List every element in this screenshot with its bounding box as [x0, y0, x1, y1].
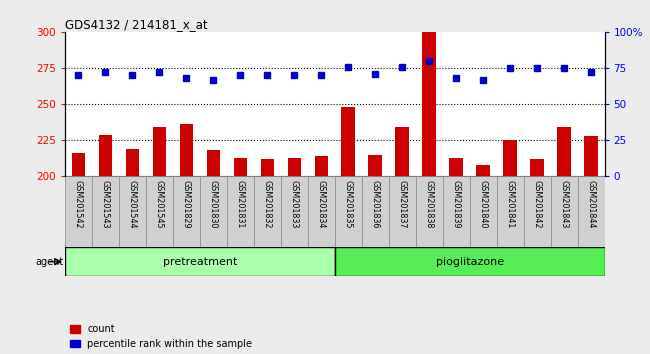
Bar: [584, 136, 598, 177]
Bar: [335, 247, 604, 276]
Text: GSM201543: GSM201543: [101, 180, 110, 229]
Bar: [65, 177, 92, 247]
Bar: [254, 177, 281, 247]
Bar: [125, 149, 139, 177]
Text: GDS4132 / 214181_x_at: GDS4132 / 214181_x_at: [65, 18, 207, 31]
Bar: [476, 165, 490, 177]
Bar: [281, 177, 308, 247]
Bar: [530, 159, 544, 177]
Bar: [119, 177, 146, 247]
Bar: [233, 158, 247, 177]
Bar: [308, 177, 335, 247]
Text: GSM201544: GSM201544: [128, 180, 137, 229]
Bar: [470, 177, 497, 247]
Bar: [361, 177, 389, 247]
Text: GSM201839: GSM201839: [452, 180, 461, 229]
Text: GSM201834: GSM201834: [317, 180, 326, 228]
Bar: [443, 177, 470, 247]
Text: GSM201831: GSM201831: [236, 180, 245, 228]
Text: agent: agent: [35, 257, 64, 267]
Bar: [92, 177, 119, 247]
Bar: [524, 177, 551, 247]
Bar: [577, 177, 605, 247]
Bar: [416, 177, 443, 247]
Text: GSM201843: GSM201843: [560, 180, 569, 228]
Bar: [146, 177, 173, 247]
Text: GSM201836: GSM201836: [370, 180, 380, 228]
Bar: [335, 177, 361, 247]
Text: GSM201844: GSM201844: [586, 180, 595, 228]
Text: GSM201838: GSM201838: [424, 180, 434, 228]
Text: GSM201829: GSM201829: [182, 180, 191, 229]
Bar: [503, 140, 517, 177]
Text: GSM201841: GSM201841: [506, 180, 515, 228]
Bar: [422, 32, 436, 177]
Bar: [153, 127, 166, 177]
Text: GSM201837: GSM201837: [398, 180, 407, 229]
Text: GSM201542: GSM201542: [74, 180, 83, 229]
Bar: [261, 159, 274, 177]
Bar: [72, 153, 85, 177]
Bar: [341, 107, 355, 177]
Text: pioglitazone: pioglitazone: [436, 257, 504, 267]
Bar: [557, 127, 571, 177]
Text: GSM201833: GSM201833: [290, 180, 299, 228]
Bar: [315, 156, 328, 177]
Bar: [497, 177, 524, 247]
Bar: [200, 177, 227, 247]
Legend: count, percentile rank within the sample: count, percentile rank within the sample: [70, 324, 252, 349]
Bar: [207, 150, 220, 177]
Bar: [227, 177, 254, 247]
Bar: [395, 127, 409, 177]
Text: GSM201545: GSM201545: [155, 180, 164, 229]
Bar: [65, 247, 335, 276]
Bar: [287, 158, 301, 177]
Text: GSM201832: GSM201832: [263, 180, 272, 229]
Bar: [99, 135, 112, 177]
Bar: [551, 177, 577, 247]
Text: GSM201835: GSM201835: [344, 180, 353, 229]
Bar: [449, 158, 463, 177]
Text: GSM201840: GSM201840: [478, 180, 488, 228]
Bar: [369, 155, 382, 177]
Text: GSM201842: GSM201842: [532, 180, 541, 229]
Bar: [173, 177, 200, 247]
Bar: [389, 177, 416, 247]
Text: pretreatment: pretreatment: [162, 257, 237, 267]
Bar: [179, 124, 193, 177]
Text: GSM201830: GSM201830: [209, 180, 218, 228]
